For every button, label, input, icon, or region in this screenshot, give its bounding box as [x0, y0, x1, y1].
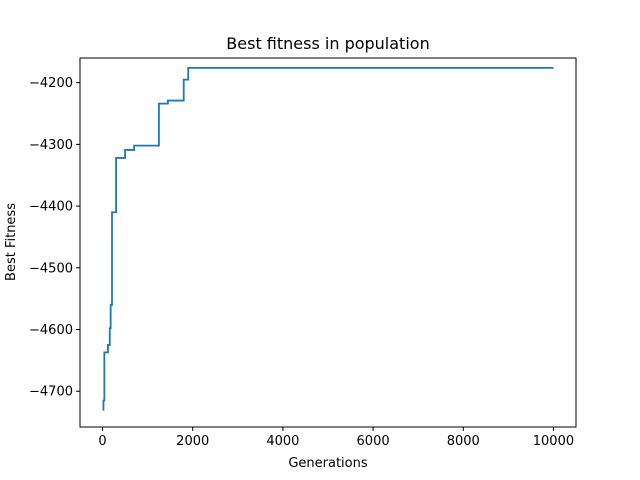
x-axis-ticks: 0 2000 4000 6000 8000 10000 [98, 427, 574, 449]
chart-title: Best fitness in population [226, 34, 429, 53]
x-tick-label: 10000 [533, 434, 574, 449]
axes-frame [79, 57, 577, 428]
x-tick-label: 4000 [266, 434, 299, 449]
y-axis-ticks: −4700 −4600 −4500 −4400 −4300 −4200 [29, 76, 80, 400]
y-tick-label: −4600 [29, 323, 73, 338]
series-line-best-fitness [102, 66, 554, 411]
x-tick-label: 0 [98, 434, 106, 449]
y-tick-label: −4200 [29, 76, 73, 91]
x-axis-label: Generations [288, 456, 368, 471]
x-tick-label: 6000 [357, 434, 390, 449]
plot-area [79, 57, 577, 428]
y-tick-label: −4400 [29, 200, 73, 215]
y-tick-label: −4700 [29, 385, 73, 400]
x-tick-label: 2000 [176, 434, 209, 449]
y-axis-label: Best Fitness [4, 203, 19, 281]
y-tick-label: −4500 [29, 261, 73, 276]
y-tick-label: −4300 [29, 138, 73, 153]
x-tick-label: 8000 [447, 434, 480, 449]
